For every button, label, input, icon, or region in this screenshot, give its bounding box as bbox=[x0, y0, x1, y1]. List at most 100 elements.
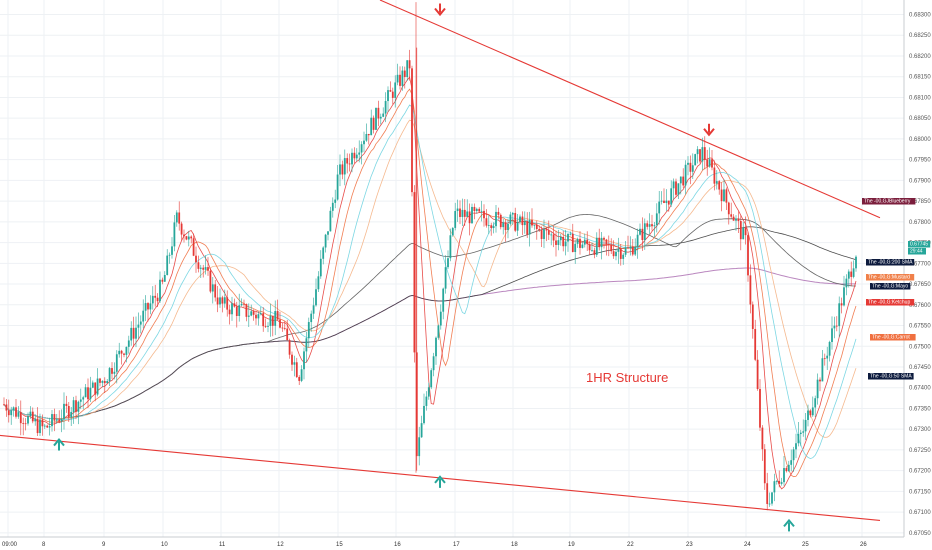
candle bbox=[689, 162, 692, 172]
candle bbox=[101, 380, 104, 383]
candle bbox=[238, 305, 241, 316]
candle bbox=[305, 338, 308, 352]
candle bbox=[367, 134, 370, 136]
candle bbox=[51, 414, 53, 427]
candle bbox=[295, 362, 298, 378]
candle bbox=[151, 295, 154, 304]
candle bbox=[255, 314, 257, 319]
candle bbox=[435, 337, 437, 357]
up-arrow-icon bbox=[434, 475, 446, 488]
candle bbox=[795, 443, 797, 450]
candle bbox=[737, 218, 740, 222]
candle bbox=[663, 200, 665, 203]
x-tick-label: 18 bbox=[511, 542, 518, 548]
candle bbox=[209, 270, 212, 292]
y-tick-label: 0.67950 bbox=[909, 158, 931, 164]
candle bbox=[82, 397, 85, 400]
candle bbox=[821, 358, 824, 382]
price-tag-label: The -00,G:Mustard bbox=[868, 275, 910, 281]
candle bbox=[646, 223, 649, 227]
candle bbox=[67, 405, 70, 418]
candle bbox=[509, 214, 512, 224]
candle bbox=[780, 482, 783, 484]
candle bbox=[103, 380, 106, 384]
grid bbox=[0, 0, 904, 537]
candle bbox=[432, 356, 435, 371]
candle bbox=[564, 241, 567, 247]
x-tick-label: 17 bbox=[453, 542, 460, 548]
candle bbox=[696, 149, 699, 155]
x-tick-label: 23 bbox=[686, 542, 693, 548]
candle bbox=[679, 176, 682, 184]
candle bbox=[283, 328, 286, 329]
candle bbox=[658, 201, 661, 214]
candle bbox=[790, 460, 793, 465]
candle bbox=[418, 437, 421, 457]
candle bbox=[41, 419, 44, 427]
x-tick-label: 10 bbox=[161, 542, 168, 548]
candle bbox=[802, 431, 805, 433]
y-tick-label: 0.67550 bbox=[909, 324, 931, 330]
candle bbox=[384, 101, 387, 114]
candle bbox=[423, 405, 425, 424]
candle bbox=[154, 295, 157, 298]
candle bbox=[303, 351, 305, 370]
candle bbox=[543, 229, 545, 239]
candle bbox=[785, 468, 788, 472]
candle bbox=[348, 163, 351, 165]
candle bbox=[322, 247, 325, 259]
candle bbox=[631, 246, 634, 255]
candle bbox=[43, 425, 46, 427]
candle bbox=[115, 354, 118, 372]
candle bbox=[243, 303, 245, 305]
candle bbox=[31, 411, 34, 422]
y-tick-label: 0.67300 bbox=[909, 427, 931, 433]
candle bbox=[269, 315, 272, 326]
candle bbox=[581, 244, 584, 248]
y-tick-label: 0.68300 bbox=[909, 13, 931, 19]
candle bbox=[807, 410, 809, 420]
candle bbox=[639, 228, 641, 235]
candle bbox=[595, 237, 598, 255]
candle bbox=[7, 410, 10, 416]
candle bbox=[214, 284, 217, 298]
candle bbox=[257, 314, 260, 319]
candle bbox=[540, 230, 543, 239]
price-tag-label: The -00,G:Carrot bbox=[872, 335, 910, 341]
candle bbox=[768, 503, 771, 505]
candle bbox=[111, 368, 113, 374]
candle bbox=[240, 303, 243, 306]
candle bbox=[545, 229, 548, 231]
candle bbox=[838, 303, 841, 327]
y-tick-label: 0.67150 bbox=[909, 489, 931, 495]
y-tick-label: 0.67100 bbox=[909, 510, 931, 516]
y-tick-label: 0.67500 bbox=[909, 344, 931, 350]
candle bbox=[629, 246, 632, 249]
x-tick-label: 24 bbox=[744, 542, 751, 548]
candle bbox=[394, 82, 397, 98]
candle bbox=[360, 144, 363, 153]
candle bbox=[235, 306, 238, 316]
candle bbox=[569, 233, 572, 235]
candle bbox=[264, 326, 267, 327]
candle bbox=[355, 154, 358, 159]
candle bbox=[708, 159, 711, 167]
candle bbox=[485, 218, 488, 226]
candle bbox=[617, 249, 620, 252]
candle bbox=[5, 404, 8, 411]
candle bbox=[588, 244, 591, 251]
candle bbox=[27, 416, 29, 424]
candle bbox=[627, 247, 629, 249]
candle bbox=[120, 350, 123, 354]
candle bbox=[850, 271, 853, 277]
candle bbox=[466, 211, 469, 217]
candle bbox=[267, 325, 269, 327]
candle bbox=[288, 340, 291, 355]
candle bbox=[312, 305, 315, 314]
candle bbox=[826, 355, 829, 359]
candle bbox=[228, 309, 231, 315]
candle bbox=[197, 262, 200, 269]
candle bbox=[459, 208, 461, 217]
